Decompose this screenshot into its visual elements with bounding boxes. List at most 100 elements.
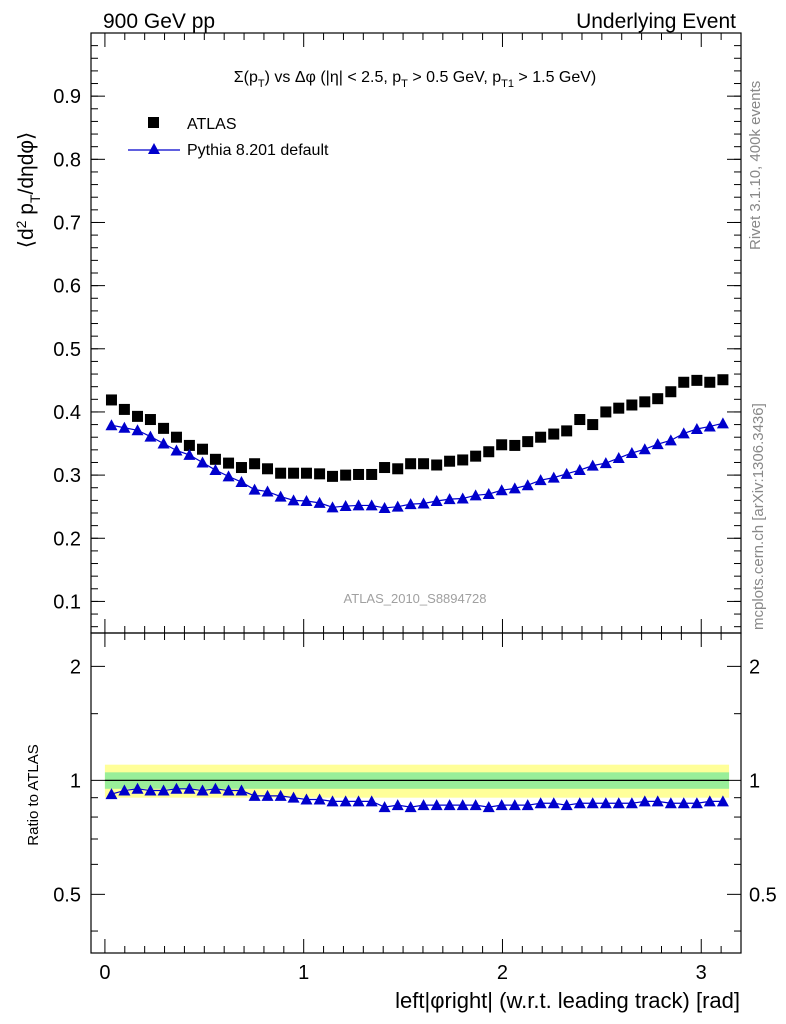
atlas-point — [717, 374, 729, 386]
ratio-pythia-point — [599, 797, 612, 809]
main-ytick-label: 0.8 — [53, 149, 81, 171]
atlas-point — [613, 402, 625, 414]
atlas-point — [170, 431, 182, 443]
atlas-point — [275, 467, 287, 479]
main-ytick-label: 0.4 — [53, 402, 81, 424]
pythia-point — [339, 500, 352, 512]
legend-marker-pythia — [148, 143, 160, 154]
ratio-pythia-point — [521, 799, 534, 811]
ratio-pythia-point — [482, 801, 495, 813]
atlas-point — [353, 468, 365, 480]
atlas-point — [209, 453, 221, 465]
side-label-mcplots: mcplots.cern.ch [arXiv:1306.3436] — [750, 403, 767, 630]
atlas-point — [483, 446, 495, 458]
atlas-point — [639, 396, 651, 408]
y-label-part-3: T — [27, 194, 43, 203]
ratio-y-tick-labels-right: 0.5 1 2 — [749, 656, 777, 906]
atlas-point — [418, 458, 430, 470]
atlas-point — [379, 462, 391, 474]
atlas-point — [366, 468, 378, 480]
pythia-point — [573, 464, 586, 476]
pythia-point — [222, 470, 235, 482]
ratio-pythia-point — [547, 797, 560, 809]
ratio-pythia-point — [118, 784, 131, 796]
atlas-point — [665, 386, 677, 398]
pythia-point — [170, 444, 183, 456]
atlas-point — [587, 419, 599, 431]
atlas-point — [652, 393, 664, 405]
main-axis-ticks — [91, 33, 741, 953]
ratio-ytick-label-right: 0.5 — [749, 884, 777, 906]
atlas-point — [405, 458, 417, 470]
atlas-point — [704, 376, 716, 388]
ratio-pythia-point — [573, 797, 586, 809]
atlas-point — [691, 374, 703, 386]
ratio-pythia-point — [508, 799, 521, 811]
y-label-part-1: 2 — [13, 220, 29, 228]
ratio-pythia-point — [378, 801, 391, 813]
ratio-y-axis-label: Ratio to ATLAS — [25, 744, 42, 845]
pythia-point — [209, 464, 222, 476]
main-ytick-label: 0.9 — [53, 86, 81, 108]
legend-marker-atlas — [148, 117, 159, 128]
ratio-pythia-point — [235, 784, 248, 796]
ratio-pythia-point — [326, 795, 339, 807]
x-tick-labels: 0 1 2 3 — [99, 962, 706, 984]
ratio-uncertainty-band — [104, 764, 730, 798]
title-part-6: > 1.5 GeV) — [514, 69, 596, 86]
ratio-pythia-point — [495, 799, 508, 811]
atlas-point — [509, 439, 521, 451]
ratio-plot-frame — [90, 632, 742, 954]
pythia-point — [534, 474, 547, 486]
pythia-point — [300, 495, 313, 506]
atlas-point — [223, 457, 235, 469]
ratio-ytick-label: 1 — [70, 770, 81, 792]
ratio-pythia-point — [209, 782, 222, 794]
ratio-pythia-point — [690, 797, 703, 809]
main-ytick-label: 0.5 — [53, 339, 81, 361]
y-label-part-2: p — [15, 203, 38, 221]
pythia-point — [469, 489, 482, 501]
header-left: 900 GeV pp — [103, 10, 215, 33]
main-y-axis-label: ⟨d2 pT/dηdφ⟩ — [13, 132, 43, 248]
ratio-pythia-point — [365, 795, 378, 807]
atlas-point — [249, 458, 261, 470]
atlas-point — [600, 406, 612, 418]
main-ytick-label: 0.7 — [53, 212, 81, 234]
ratio-pythia-point — [196, 784, 209, 796]
pythia-point — [287, 494, 300, 506]
y-label-part-4: /dηdφ⟩ — [15, 132, 38, 195]
pythia-point — [404, 498, 417, 510]
pythia-point — [495, 484, 508, 496]
ratio-pythia-point — [300, 793, 313, 805]
ratio-y-tick-labels-left: 0.5 1 2 — [53, 656, 81, 906]
title-part-2: ) vs Δφ (|η| < 2.5, p — [265, 69, 402, 86]
ratio-pythia-point — [430, 799, 443, 811]
pythia-point — [391, 500, 404, 512]
ratio-pythia-point — [144, 784, 157, 796]
pythia-point — [599, 457, 612, 469]
pythia-point — [651, 438, 664, 450]
pythia-point — [547, 471, 560, 483]
atlas-point — [327, 470, 339, 482]
atlas-point — [535, 431, 547, 443]
pythia-point — [443, 493, 456, 505]
pythia-point — [638, 443, 651, 455]
pythia-point — [703, 420, 716, 432]
pythia-point — [183, 448, 196, 460]
ratio-pythia-point — [651, 795, 664, 807]
analysis-watermark: ATLAS_2010_S8894728 — [344, 591, 487, 606]
pythia-point — [274, 490, 287, 502]
xtick-label: 3 — [696, 962, 707, 984]
atlas-point — [561, 425, 573, 437]
pythia-point — [313, 496, 326, 508]
atlas-point — [288, 467, 300, 479]
pythia-point — [118, 421, 131, 433]
ratio-ytick-label-right: 1 — [749, 770, 760, 792]
pythia-point — [261, 485, 274, 497]
pythia-point — [716, 417, 729, 429]
plot-title: Σ(pT) vs Δφ (|η| < 2.5, pT > 0.5 GeV, pT… — [234, 69, 597, 90]
pythia-point — [248, 483, 261, 495]
pythia-point — [235, 476, 248, 488]
